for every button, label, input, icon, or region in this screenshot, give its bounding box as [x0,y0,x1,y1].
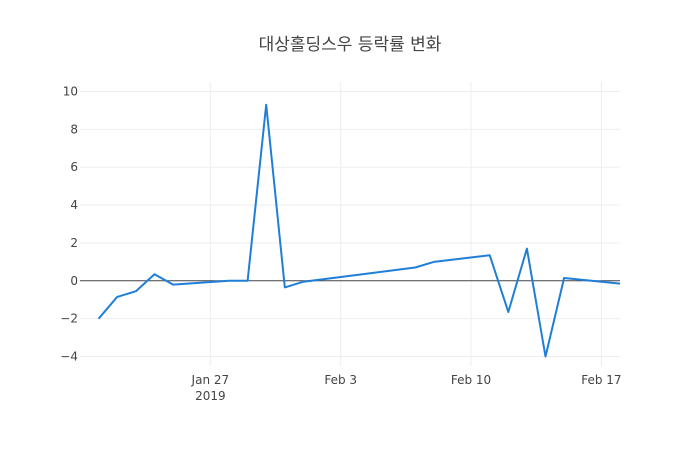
y-tick-label: −2 [60,312,78,326]
series-line [97,103,621,358]
x-axis-ticks: Jan 27 2019 Feb 3 Feb 10 Feb 17 [191,373,622,403]
x-tick-label: Feb 3 [324,373,357,387]
x-tick-label: Jan 27 [191,373,230,387]
y-tick-label: 8 [70,122,78,136]
y-tick-label: −4 [60,350,78,364]
gridlines [80,82,620,366]
y-tick-label: 2 [70,236,78,250]
x-tick-label: Feb 17 [581,373,621,387]
y-tick-label: 4 [70,198,78,212]
x-tick-label: Feb 10 [451,373,491,387]
y-tick-label: 6 [70,160,78,174]
y-tick-label: 0 [70,274,78,288]
y-tick-label: 10 [63,84,78,98]
y-axis-ticks: −4 −2 0 2 4 6 8 10 [60,84,78,363]
series-layer [97,103,621,358]
chart-title: 대상홀딩스우 등락률 변화 [259,35,442,55]
x-tick-year-label: 2019 [195,389,226,403]
